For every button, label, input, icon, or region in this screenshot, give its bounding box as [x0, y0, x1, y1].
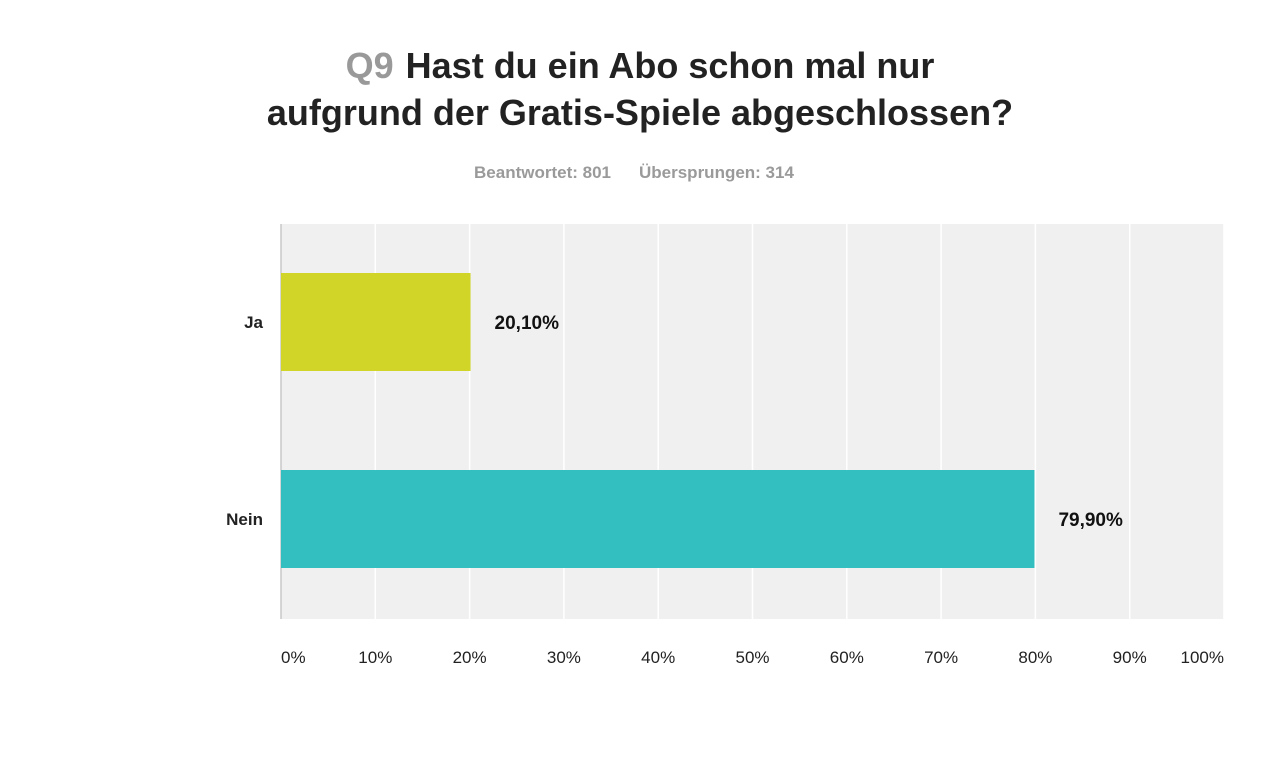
x-tick-label: 60% [830, 648, 864, 667]
value-labels: 20,10% 79,90% [495, 313, 1123, 531]
x-tick-label: 50% [735, 648, 769, 667]
bars [281, 273, 1035, 568]
data-label: 20,10% [495, 313, 560, 334]
x-tick-label: 30% [547, 648, 581, 667]
x-tick-label: 0% [281, 648, 306, 667]
x-tick-label: 10% [358, 648, 392, 667]
category-labels: Ja Nein [226, 313, 263, 529]
bar-ja [281, 273, 471, 371]
category-label: Ja [244, 313, 263, 332]
data-label: 79,90% [1058, 510, 1123, 531]
x-tick-label: 100% [1181, 648, 1224, 667]
chart-title-text-1: Hast du ein Abo schon mal nur [406, 45, 935, 86]
skipped-count: Übersprungen: 314 [639, 163, 794, 182]
x-tick-labels: 0% 10% 20% 30% 40% 50% 60% 70% 80% 90% 100% [281, 648, 1224, 667]
question-number: Q9 [346, 45, 394, 86]
chart-title-line-1: Q9 Hast du ein Abo schon mal nur [346, 45, 935, 86]
x-tick-label: 80% [1018, 648, 1052, 667]
x-tick-label: 90% [1113, 648, 1147, 667]
x-tick-label: 40% [641, 648, 675, 667]
x-tick-label: 70% [924, 648, 958, 667]
answered-count: Beantwortet: 801 [474, 163, 611, 182]
x-tick-label: 20% [453, 648, 487, 667]
chart-title-line-2: aufgrund der Gratis-Spiele abgeschlossen… [267, 92, 1013, 133]
bar-nein [281, 470, 1035, 568]
category-label: Nein [226, 510, 263, 529]
